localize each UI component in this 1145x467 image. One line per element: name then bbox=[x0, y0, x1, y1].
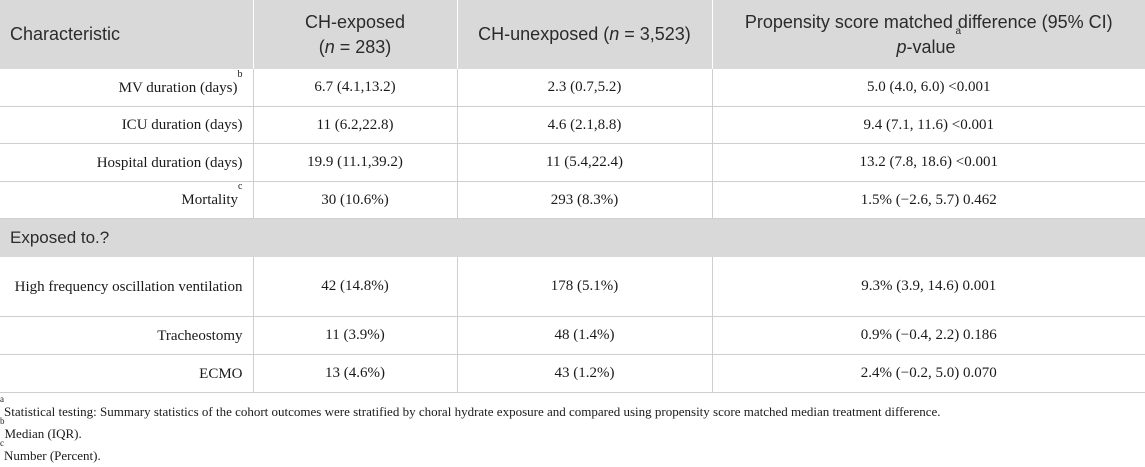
footnote: aStatistical testing: Summary statistics… bbox=[0, 395, 1145, 423]
cell-unexposed: 178 (5.1%) bbox=[457, 257, 713, 317]
table-row: Mortalityc 30 (10.6%) 293 (8.3%) 1.5% (−… bbox=[0, 181, 1145, 219]
table-row: Hospital duration (days) 19.9 (11.1,39.2… bbox=[0, 143, 1145, 182]
cell-exposed: 42 (14.8%) bbox=[253, 257, 458, 317]
cell-exposed: 30 (10.6%) bbox=[253, 181, 458, 219]
cell-exposed: 13 (4.6%) bbox=[253, 354, 458, 393]
row-label: MV duration (days)b bbox=[0, 68, 254, 107]
cell-unexposed: 2.3 (0.7,5.2) bbox=[457, 69, 713, 107]
cell-difference: 9.3% (3.9, 14.6) 0.001 bbox=[712, 257, 1145, 317]
table-header-row: Characteristic CH-exposed (n = 283) CH-u… bbox=[0, 0, 1145, 69]
cell-difference: 9.4 (7.1, 11.6) <0.001 bbox=[712, 106, 1145, 144]
row-label-text: MV duration (days) bbox=[118, 79, 238, 96]
cell-exposed: 6.7 (4.1,13.2) bbox=[253, 69, 458, 107]
header-ch-unexposed-n-var: n bbox=[609, 24, 620, 44]
header-ch-exposed-n-open: ( bbox=[318, 36, 325, 57]
row-label: Mortalityc bbox=[0, 181, 254, 219]
header-psm-value: -value bbox=[906, 36, 956, 57]
row-label-sup: b bbox=[237, 68, 243, 80]
table-row: ECMO 13 (4.6%) 43 (1.2%) 2.4% (−0.2, 5.0… bbox=[0, 354, 1145, 393]
header-psm-p: p bbox=[896, 36, 907, 57]
table-row: Tracheostomy 11 (3.9%) 48 (1.4%) 0.9% (−… bbox=[0, 316, 1145, 355]
header-ch-unexposed-name: CH-unexposed ( bbox=[478, 24, 610, 44]
cell-exposed: 11 (3.9%) bbox=[253, 316, 458, 355]
footnote: bMedian (IQR). bbox=[0, 417, 1145, 445]
cell-unexposed: 48 (1.4%) bbox=[457, 316, 713, 355]
header-ch-unexposed-n-val: = 3,523) bbox=[619, 24, 691, 44]
header-ch-exposed-n-var: n bbox=[324, 36, 335, 57]
footnotes: aStatistical testing: Summary statistics… bbox=[0, 395, 1145, 467]
header-psm-sup: a bbox=[955, 25, 962, 37]
header-ch-exposed-n-val: = 283) bbox=[334, 36, 392, 57]
cell-unexposed: 43 (1.2%) bbox=[457, 354, 713, 393]
cell-difference: 2.4% (−0.2, 5.0) 0.070 bbox=[712, 354, 1145, 393]
cell-unexposed: 11 (5.4,22.4) bbox=[457, 143, 713, 182]
row-label: High frequency oscillation ventilation bbox=[0, 257, 254, 317]
table-row: ICU duration (days) 11 (6.2,22.8) 4.6 (2… bbox=[0, 106, 1145, 144]
cell-difference: 5.0 (4.0, 6.0) <0.001 bbox=[712, 69, 1145, 107]
section-row: Exposed to.? bbox=[0, 218, 1145, 257]
cell-difference: 0.9% (−0.4, 2.2) 0.186 bbox=[712, 316, 1145, 355]
section-label: Exposed to.? bbox=[0, 218, 1145, 257]
footnote-text: Statistical testing: Summary statistics … bbox=[4, 404, 941, 419]
row-label-text: Mortality bbox=[181, 192, 239, 208]
table-row: MV duration (days)b 6.7 (4.1,13.2) 2.3 (… bbox=[0, 69, 1145, 107]
row-label: ECMO bbox=[0, 354, 254, 393]
header-psm-difference: Propensity score matched difference (95%… bbox=[712, 0, 1145, 69]
table-row: High frequency oscillation ventilation 4… bbox=[0, 257, 1145, 317]
footnote-text: Number (Percent). bbox=[4, 448, 101, 463]
header-ch-unexposed: CH-unexposed (n = 3,523) bbox=[457, 0, 713, 69]
header-ch-exposed: CH-exposed (n = 283) bbox=[253, 0, 458, 69]
footnote-mark: c bbox=[0, 438, 4, 448]
cell-difference: 13.2 (7.8, 18.6) <0.001 bbox=[712, 143, 1145, 182]
row-label: Hospital duration (days) bbox=[0, 143, 254, 182]
results-table: Characteristic CH-exposed (n = 283) CH-u… bbox=[0, 0, 1145, 393]
header-psm-line1: Propensity score matched difference (95%… bbox=[744, 11, 1113, 32]
row-label: Tracheostomy bbox=[0, 316, 254, 355]
footnote-mark: b bbox=[0, 416, 5, 426]
row-label: ICU duration (days) bbox=[0, 106, 254, 144]
header-ch-exposed-name: CH-exposed bbox=[304, 11, 406, 32]
header-characteristic: Characteristic bbox=[0, 0, 254, 69]
cell-unexposed: 4.6 (2.1,8.8) bbox=[457, 106, 713, 144]
cell-difference: 1.5% (−2.6, 5.7) 0.462 bbox=[712, 181, 1145, 219]
footnote: cNumber (Percent). bbox=[0, 439, 1145, 467]
cell-exposed: 11 (6.2,22.8) bbox=[253, 106, 458, 144]
footnote-text: Median (IQR). bbox=[4, 426, 82, 441]
row-label-sup: c bbox=[238, 181, 243, 192]
cell-unexposed: 293 (8.3%) bbox=[457, 181, 713, 219]
footnote-mark: a bbox=[0, 394, 4, 404]
cell-exposed: 19.9 (11.1,39.2) bbox=[253, 143, 458, 182]
